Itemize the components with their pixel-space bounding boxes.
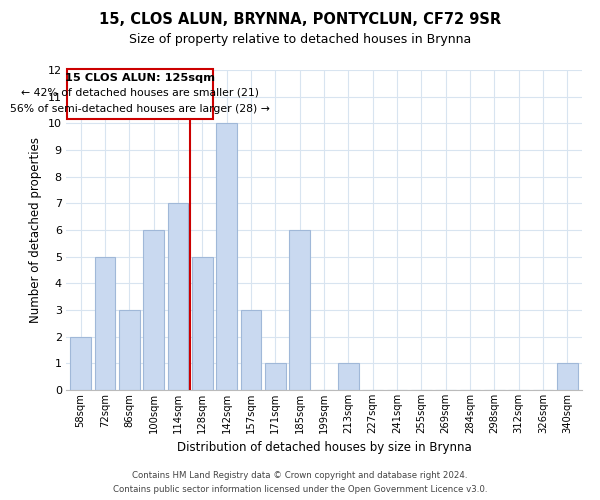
Text: 56% of semi-detached houses are larger (28) →: 56% of semi-detached houses are larger (… (10, 104, 270, 115)
Text: 15 CLOS ALUN: 125sqm: 15 CLOS ALUN: 125sqm (65, 73, 215, 83)
Bar (167, 204, 188, 390)
Bar (119, 310, 140, 390)
Bar (216, 124, 237, 390)
Bar (265, 364, 286, 390)
Bar (67, 68, 213, 120)
Text: Contains HM Land Registry data © Crown copyright and database right 2024.: Contains HM Land Registry data © Crown c… (132, 472, 468, 480)
Bar (557, 364, 578, 390)
Text: ← 42% of detached houses are smaller (21): ← 42% of detached houses are smaller (21… (21, 88, 259, 98)
Bar (289, 230, 310, 390)
Y-axis label: Number of detached properties: Number of detached properties (29, 137, 42, 323)
Bar (143, 230, 164, 390)
X-axis label: Distribution of detached houses by size in Brynna: Distribution of detached houses by size … (176, 442, 472, 454)
Bar (241, 310, 262, 390)
Text: Contains public sector information licensed under the Open Government Licence v3: Contains public sector information licen… (113, 486, 487, 494)
Text: Size of property relative to detached houses in Brynna: Size of property relative to detached ho… (129, 32, 471, 46)
Bar (70, 336, 91, 390)
Bar (338, 364, 359, 390)
Bar (192, 256, 212, 390)
Text: 15, CLOS ALUN, BRYNNA, PONTYCLUN, CF72 9SR: 15, CLOS ALUN, BRYNNA, PONTYCLUN, CF72 9… (99, 12, 501, 28)
Bar (95, 256, 115, 390)
